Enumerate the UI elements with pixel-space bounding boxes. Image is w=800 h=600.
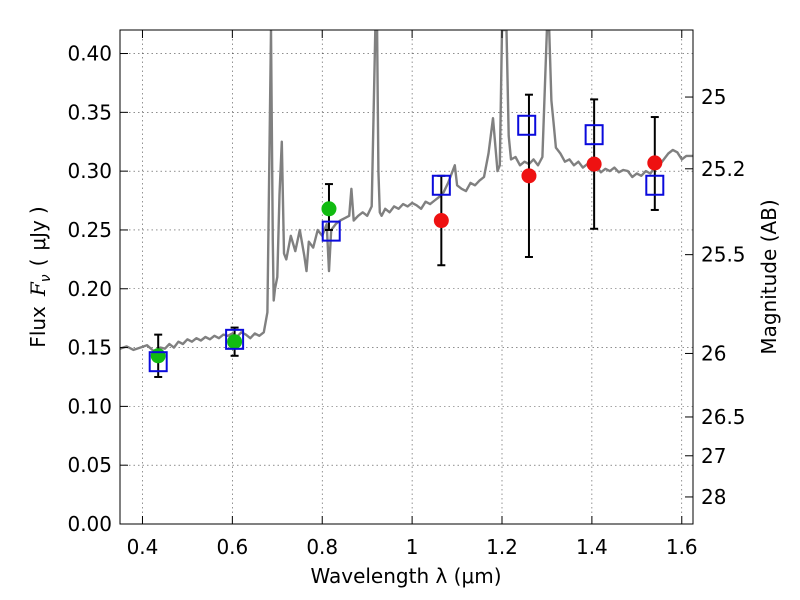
spectrum-line (120, 30, 693, 353)
magnitude-tick-label: 28 (701, 485, 726, 509)
data-point-circle (150, 348, 166, 364)
x-tick-label: 0.8 (306, 535, 338, 559)
y-tick-label: 0.25 (67, 218, 112, 242)
data-point-circle (227, 334, 243, 350)
y-axis-label-prefix: Flux (26, 306, 50, 348)
magnitude-tick-label: 26.5 (701, 405, 746, 429)
magnitude-tick-label: 26 (701, 341, 726, 365)
x-tick-label: 0.4 (127, 535, 159, 559)
data-point-circle (647, 155, 663, 171)
y-axis-label-open: ( (26, 259, 50, 267)
data-point-circle (433, 213, 449, 229)
data-point-circle (586, 156, 602, 172)
data-point-square (584, 124, 604, 146)
y-tick-label: 0.15 (67, 336, 112, 360)
photometry-series (148, 114, 665, 373)
y-tick-label: 0.40 (67, 42, 112, 66)
data-point-square (321, 220, 341, 242)
magnitude-tick-label: 27 (701, 444, 726, 468)
data-point-circle (521, 168, 537, 184)
magnitude-tick-label: 25 (701, 85, 726, 109)
data-point-square (225, 328, 245, 350)
x-tick-label: 1 (406, 535, 419, 559)
y-tick-label: 0.05 (67, 453, 112, 477)
data-point-square (148, 351, 168, 373)
y-tick-label: 0.10 (67, 394, 112, 418)
x-axis-label: Wavelength λ (μm) (310, 564, 501, 588)
y-axis-label: Flux Fν ( μJy) (26, 206, 54, 347)
y-axis-label-symbol: F (26, 281, 50, 297)
y-tick-label: 0.30 (67, 159, 112, 183)
magnitude-tick-label: 25.2 (701, 157, 746, 181)
data-point-circle (321, 201, 337, 217)
x-tick-label: 1.4 (576, 535, 608, 559)
spectrum-series (120, 30, 693, 353)
y-tick-label: 0.00 (67, 512, 112, 536)
y-axis-label-close: ) (26, 206, 50, 214)
y-axis-label-subscript: ν (38, 274, 54, 282)
y-axis-label-unit: μJy (26, 220, 50, 251)
magnitude-axis: 25 25.2 25.5 26 26.5 27 28 (685, 85, 746, 509)
data-point-square (645, 174, 665, 196)
y-tick-label: 0.35 (67, 100, 112, 124)
data-point-square (517, 114, 537, 136)
y-axis: 0.00 0.05 0.10 0.15 0.20 0.25 0.30 0.35 0.40 (67, 42, 128, 536)
y2-axis-label: Magnitude (AB) (757, 199, 781, 354)
x-axis: 0.4 0.6 0.8 1 1.2 1.4 1.6 (127, 30, 698, 559)
plot-frame (119, 29, 694, 525)
x-tick-label: 1.2 (486, 535, 518, 559)
y-tick-label: 0.20 (67, 277, 112, 301)
data-point-square (431, 174, 451, 196)
x-tick-label: 1.6 (666, 535, 698, 559)
magnitude-tick-label: 25.5 (701, 243, 746, 267)
plot-area (120, 30, 693, 378)
x-tick-label: 0.6 (216, 535, 248, 559)
